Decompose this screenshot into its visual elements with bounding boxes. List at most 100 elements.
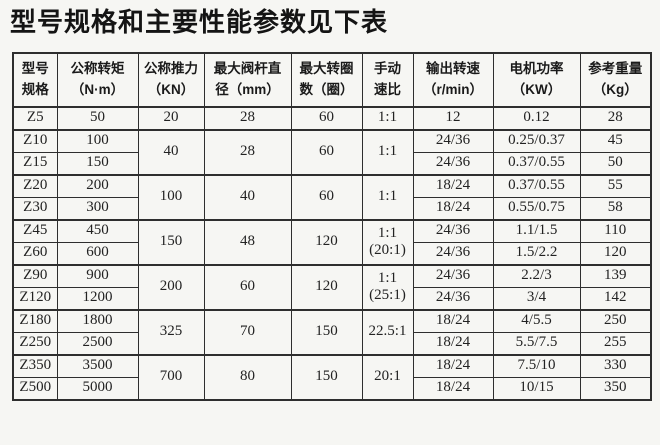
table-cell: Z5	[12, 105, 58, 130]
table-cell: 24/36	[412, 128, 494, 153]
table-body: Z5 50 20 28 60 1:1 12 0.12 28 Z10 100 40…	[12, 105, 652, 400]
table-cell: 600	[56, 241, 139, 265]
table-cell: 1:1 (25:1)	[361, 263, 414, 310]
table-cell: 60	[290, 173, 363, 220]
table-cell: 110	[579, 218, 652, 243]
table-cell: 24/36	[412, 151, 494, 175]
table-row-z90: Z90 900 200 60 120 1:1 (25:1) 24/36 2.2/…	[12, 263, 652, 310]
table-cell: Z120	[12, 286, 58, 310]
table-cell: 120	[579, 241, 652, 265]
table-cell: 150	[56, 151, 139, 175]
table-cell: 40	[203, 173, 292, 220]
table-cell: 24/36	[412, 218, 494, 243]
table-cell: 70	[203, 308, 292, 355]
table-cell: 255	[579, 331, 652, 355]
column-header-manual-ratio: 手动 速比	[361, 52, 414, 107]
table-cell: 1200	[56, 286, 139, 310]
table-cell: 7.5/10	[492, 353, 581, 378]
table-cell: 5000	[56, 376, 139, 400]
header-row: 型号 规格 公称转矩 （N·m） 公称推力 （KN） 最大阀杆直 径（mm） 最…	[12, 52, 652, 107]
table-cell: 100	[137, 173, 205, 220]
table-cell: 1.5/2.2	[492, 241, 581, 265]
table-cell: 250	[579, 308, 652, 333]
table-cell: 450	[56, 218, 139, 243]
table-cell: 10/15	[492, 376, 581, 400]
table-cell: 50	[56, 105, 139, 130]
page: { "page": { "title": "型号规格和主要性能参数见下表" },…	[0, 6, 660, 445]
spec-table: 型号 规格 公称转矩 （N·m） 公称推力 （KN） 最大阀杆直 径（mm） 最…	[12, 51, 652, 401]
table-cell: 150	[290, 353, 363, 400]
table-cell: Z30	[12, 196, 58, 220]
table-cell: Z60	[12, 241, 58, 265]
column-header-thrust: 公称推力 （KN）	[137, 52, 205, 107]
table-cell: 325	[137, 308, 205, 355]
column-header-output-speed: 输出转速 （r/min）	[412, 52, 494, 107]
table-cell: 1:1	[361, 173, 414, 220]
table-cell: 3500	[56, 353, 139, 378]
table-cell: 55	[579, 173, 652, 198]
table-cell: 1:1 (20:1)	[361, 218, 414, 265]
table-cell: 28	[579, 105, 652, 130]
table-cell: Z45	[12, 218, 58, 243]
table-cell: 22.5:1	[361, 308, 414, 355]
table-cell: 120	[290, 263, 363, 310]
table-cell: Z90	[12, 263, 58, 288]
table-cell: 330	[579, 353, 652, 378]
page-title: 型号规格和主要性能参数见下表	[10, 7, 389, 37]
table-row-z250: Z250 2500 18/24 5.5/7.5 255	[12, 331, 652, 355]
table-cell: 18/24	[412, 376, 494, 400]
table-cell: 24/36	[412, 241, 494, 265]
table-cell: 0.25/0.37	[492, 128, 581, 153]
table-cell: 100	[56, 128, 139, 153]
table-cell: 350	[579, 376, 652, 400]
table-cell: 1:1	[361, 105, 414, 130]
table-row-z500: Z500 5000 18/24 10/15 350	[12, 376, 652, 400]
table-cell: 28	[203, 105, 292, 130]
table-cell: 50	[579, 151, 652, 175]
table-cell: Z350	[12, 353, 58, 378]
table-cell: 139	[579, 263, 652, 288]
table-cell: 60	[203, 263, 292, 310]
table-cell: 58	[579, 196, 652, 220]
table-cell: 4/5.5	[492, 308, 581, 333]
table-cell: 5.5/7.5	[492, 331, 581, 355]
table-cell: 200	[56, 173, 139, 198]
table-cell: Z250	[12, 331, 58, 355]
table-row-z350: Z350 3500 700 80 150 20:1 18/24 7.5/10 3…	[12, 353, 652, 400]
table-row-z5: Z5 50 20 28 60 1:1 12 0.12 28	[12, 105, 652, 130]
table-cell: 1800	[56, 308, 139, 333]
table-cell: Z500	[12, 376, 58, 400]
table-cell: 3/4	[492, 286, 581, 310]
table-cell: 2.2/3	[492, 263, 581, 288]
column-header-torque: 公称转矩 （N·m）	[56, 52, 139, 107]
table-cell: 150	[290, 308, 363, 355]
table-cell: 142	[579, 286, 652, 310]
table-header: 型号 规格 公称转矩 （N·m） 公称推力 （KN） 最大阀杆直 径（mm） 最…	[12, 52, 652, 107]
table-cell: 900	[56, 263, 139, 288]
table-cell: 60	[290, 105, 363, 130]
table-cell: 300	[56, 196, 139, 220]
table-cell: 1:1	[361, 128, 414, 175]
table-cell: 18/24	[412, 308, 494, 333]
table-cell: 2500	[56, 331, 139, 355]
table-cell: 24/36	[412, 263, 494, 288]
table-cell: 150	[137, 218, 205, 265]
table-cell: 28	[203, 128, 292, 175]
table-cell: Z20	[12, 173, 58, 198]
table-row-z15: Z15 150 24/36 0.37/0.55 50	[12, 151, 652, 175]
column-header-stem-diameter: 最大阀杆直 径（mm）	[203, 52, 292, 107]
table-cell: 24/36	[412, 286, 494, 310]
table-cell: 0.12	[492, 105, 581, 130]
table-cell: 1.1/1.5	[492, 218, 581, 243]
table-cell: 0.55/0.75	[492, 196, 581, 220]
table-cell: 80	[203, 353, 292, 400]
column-header-ref-weight: 参考重量 （Kg）	[579, 52, 652, 107]
table-cell: 12	[412, 105, 494, 130]
table-cell: 20	[137, 105, 205, 130]
table-row-z10: Z10 100 40 28 60 1:1 24/36 0.25/0.37 45	[12, 128, 652, 175]
table-row-z60: Z60 600 24/36 1.5/2.2 120	[12, 241, 652, 265]
table-cell: 40	[137, 128, 205, 175]
table-cell: 18/24	[412, 353, 494, 378]
column-header-max-turns: 最大转圈 数（圈）	[290, 52, 363, 107]
table-row-z20: Z20 200 100 40 60 1:1 18/24 0.37/0.55 55	[12, 173, 652, 220]
